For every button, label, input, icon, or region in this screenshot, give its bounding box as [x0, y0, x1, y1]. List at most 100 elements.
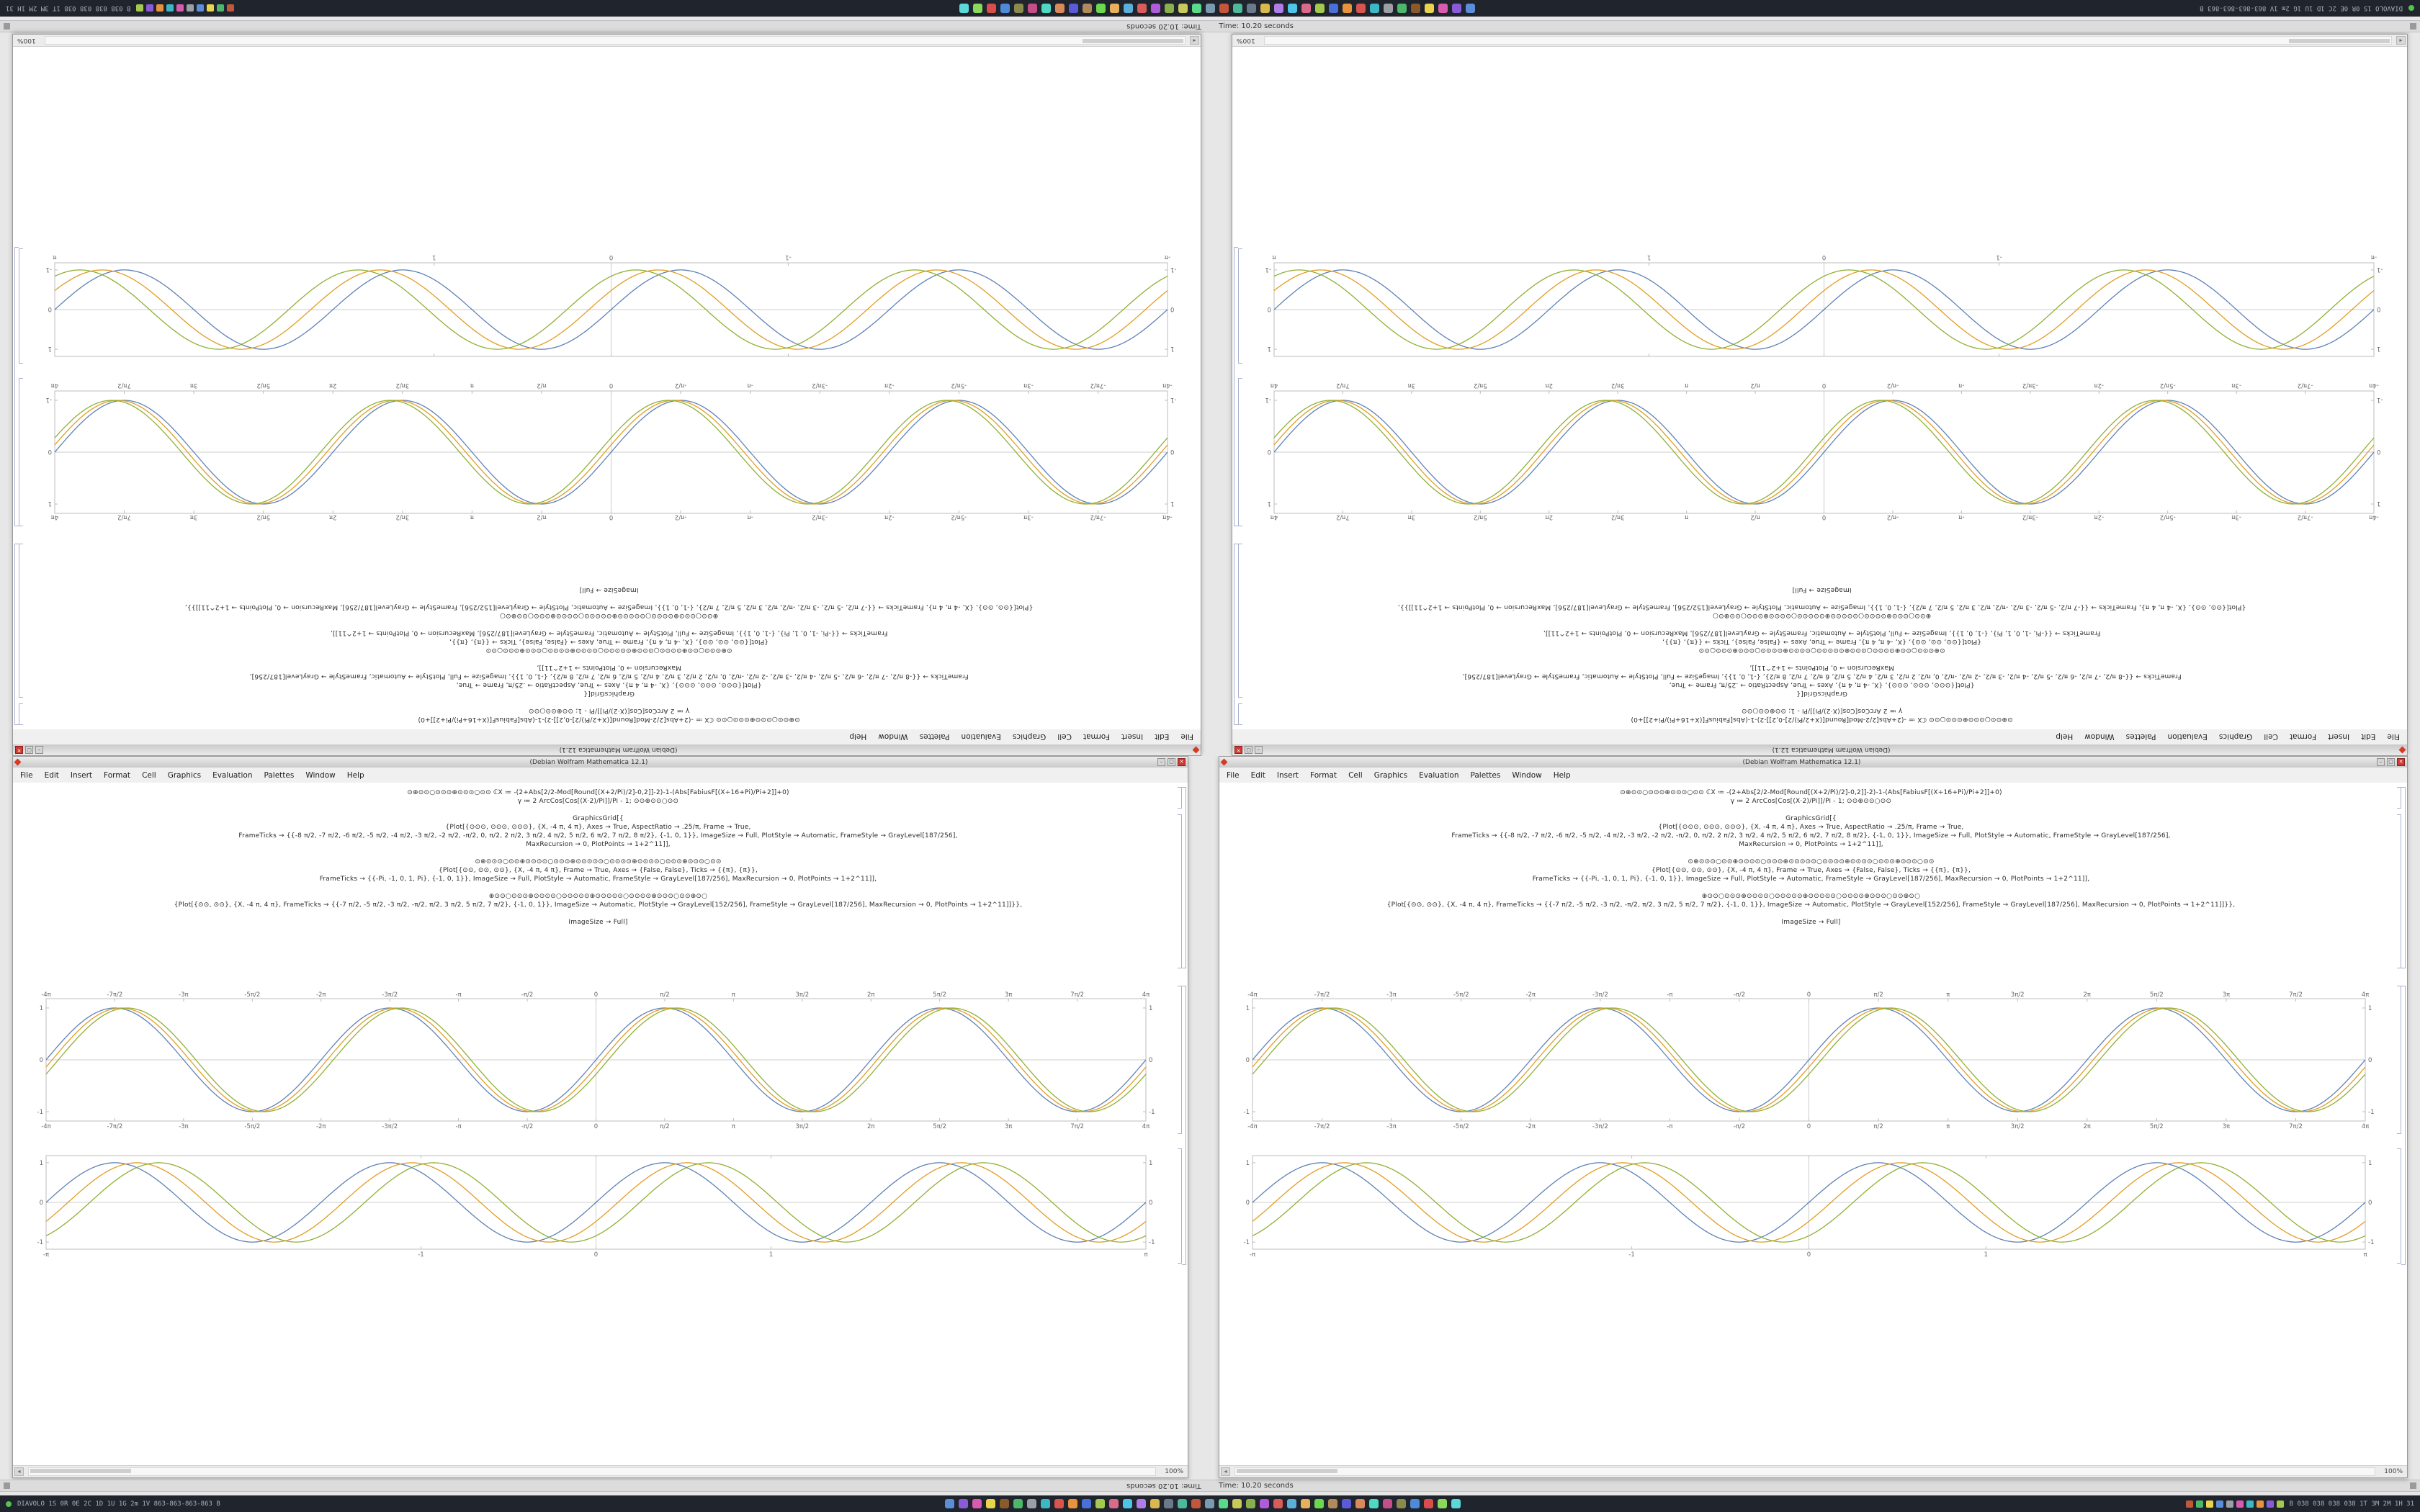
menu-item[interactable]: Evaluation [2167, 732, 2208, 742]
app-launcher-icon[interactable] [1109, 4, 1119, 13]
tray-icon[interactable] [176, 4, 184, 12]
cell-bracket[interactable] [1178, 986, 1182, 1134]
app-launcher-icon[interactable] [1397, 1499, 1407, 1508]
close-button[interactable]: ✕ [1178, 758, 1186, 766]
app-launcher-icon[interactable] [1438, 1499, 1448, 1508]
app-launcher-icon[interactable] [1342, 4, 1352, 13]
menu-item[interactable]: Graphics [1373, 770, 1408, 780]
scroll-left-button[interactable]: ◂ [14, 1467, 24, 1476]
menu-item[interactable]: Insert [2327, 732, 2350, 742]
cell-bracket[interactable] [14, 544, 15, 725]
menu-item[interactable]: File [2387, 732, 2400, 742]
menu-item[interactable]: Edit [44, 770, 59, 780]
window-titlebar[interactable]: (Debian Wolfram Mathematica 12.1) – ▢ ✕ [13, 744, 1201, 755]
app-launcher-icon[interactable] [1219, 1499, 1229, 1508]
menu-item[interactable]: Palettes [264, 770, 295, 780]
minimize-button[interactable]: – [35, 746, 43, 754]
maximize-button[interactable]: ▢ [2387, 758, 2395, 766]
app-launcher-icon[interactable] [1082, 4, 1092, 13]
cell-bracket[interactable] [1178, 787, 1182, 809]
menu-item[interactable]: Evaluation [212, 770, 253, 780]
app-launcher-icon[interactable] [1054, 4, 1065, 13]
app-launcher-icon[interactable] [1232, 4, 1242, 13]
tray-icon[interactable] [2236, 1500, 2244, 1508]
app-launcher-icon[interactable] [1260, 4, 1270, 13]
window-titlebar[interactable]: (Debian Wolfram Mathematica 12.1) – ▢ ✕ [1232, 744, 2407, 755]
app-launcher-icon[interactable] [1205, 4, 1215, 13]
app-launcher-icon[interactable] [1273, 4, 1283, 13]
status-left-icon[interactable] [4, 1482, 10, 1489]
menu-item[interactable]: File [1180, 732, 1193, 742]
menu-item[interactable]: Format [104, 770, 131, 780]
app-launcher-icon[interactable] [1164, 4, 1174, 13]
menu-item[interactable]: Palettes [2125, 732, 2156, 742]
menu-item[interactable]: Window [305, 770, 336, 780]
app-launcher-icon[interactable] [1000, 4, 1010, 13]
scroll-thumb[interactable] [1237, 1469, 1337, 1473]
window-titlebar[interactable]: (Debian Wolfram Mathematica 12.1) – ▢ ✕ [13, 757, 1188, 768]
tray-icon[interactable] [207, 4, 215, 12]
menu-item[interactable]: Insert [70, 770, 93, 780]
tray-icon[interactable] [166, 4, 174, 12]
app-launcher-icon[interactable] [1054, 1499, 1065, 1508]
menu-item[interactable]: Help [849, 732, 867, 742]
app-launcher-icon[interactable] [1013, 4, 1023, 13]
app-launcher-icon[interactable] [1328, 4, 1338, 13]
tray-icon[interactable] [2205, 1500, 2213, 1508]
tray-icon[interactable] [2256, 1500, 2264, 1508]
magnification-label[interactable]: 100% [17, 37, 36, 44]
notebook-content[interactable]: ⊙⊕⊙⊙○⊙⊙⊙⊕⊙⊙⊙○⊙⊙ ℂX ≔ -(2+Abs[2/2-Mod[Rou… [1219, 783, 2407, 1466]
app-launcher-icon[interactable] [1109, 1499, 1119, 1508]
magnification-label[interactable]: 100% [1165, 1468, 1183, 1475]
app-launcher-icon[interactable] [1068, 1499, 1078, 1508]
menu-item[interactable]: Cell [2264, 732, 2278, 742]
app-launcher-icon[interactable] [1232, 1499, 1242, 1508]
app-launcher-icon[interactable] [1095, 4, 1106, 13]
scroll-left-button[interactable]: ◂ [1190, 36, 1199, 45]
app-launcher-icon[interactable] [1369, 1499, 1379, 1508]
app-launcher-icon[interactable] [1397, 4, 1407, 13]
app-launcher-icon[interactable] [1424, 1499, 1434, 1508]
app-launcher-icon[interactable] [1410, 4, 1420, 13]
app-launcher-icon[interactable] [1000, 1499, 1010, 1508]
cell-bracket[interactable] [14, 247, 15, 526]
close-button[interactable]: ✕ [2397, 758, 2405, 766]
app-launcher-icon[interactable] [1041, 1499, 1051, 1508]
scroll-thumb[interactable] [30, 1469, 131, 1473]
app-launcher-icon[interactable] [1424, 4, 1434, 13]
status-right-icon[interactable] [4, 23, 10, 30]
menu-item[interactable]: Edit [1155, 732, 1170, 742]
app-launcher-icon[interactable] [1068, 4, 1078, 13]
tray-icon[interactable] [187, 4, 194, 12]
menu-item[interactable]: Graphics [2218, 732, 2253, 742]
app-launcher-icon[interactable] [1451, 1499, 1461, 1508]
app-launcher-icon[interactable] [1328, 1499, 1338, 1508]
menu-item[interactable]: Palettes [919, 732, 950, 742]
app-launcher-icon[interactable] [1246, 4, 1256, 13]
tray-icon[interactable] [2266, 1500, 2274, 1508]
app-launcher-icon[interactable] [959, 4, 969, 13]
app-launcher-icon[interactable] [1438, 4, 1448, 13]
app-launcher-icon[interactable] [1301, 4, 1311, 13]
tray-icon[interactable] [2195, 1500, 2203, 1508]
app-launcher-icon[interactable] [1150, 4, 1160, 13]
magnification-label[interactable]: 100% [1237, 37, 1255, 44]
maximize-button[interactable]: ▢ [1245, 746, 1252, 754]
app-launcher-icon[interactable] [1191, 4, 1201, 13]
code-cell[interactable]: ⊙⊕⊙⊙○⊙⊙⊙⊕⊙⊙⊙○⊙⊙ ℂX ≔ -(2+Abs[2/2-Mod[Rou… [35, 788, 1162, 927]
app-launcher-icon[interactable] [1260, 1499, 1270, 1508]
tray-icon[interactable] [146, 4, 154, 12]
magnification-label[interactable]: 100% [2384, 1468, 2403, 1475]
menu-item[interactable]: Evaluation [961, 732, 1001, 742]
cell-bracket[interactable] [1178, 814, 1182, 968]
app-launcher-icon[interactable] [986, 4, 996, 13]
cell-bracket[interactable] [1238, 378, 1239, 526]
tray-icon[interactable] [136, 4, 144, 12]
app-launcher-icon[interactable] [1123, 1499, 1133, 1508]
close-button[interactable]: ✕ [15, 746, 23, 754]
tray-icon[interactable] [2185, 1500, 2193, 1508]
app-launcher-icon[interactable] [1123, 4, 1133, 13]
menu-item[interactable]: Palettes [1470, 770, 1501, 780]
scroll-track[interactable] [44, 36, 1186, 45]
app-launcher-icon[interactable] [1137, 4, 1147, 13]
